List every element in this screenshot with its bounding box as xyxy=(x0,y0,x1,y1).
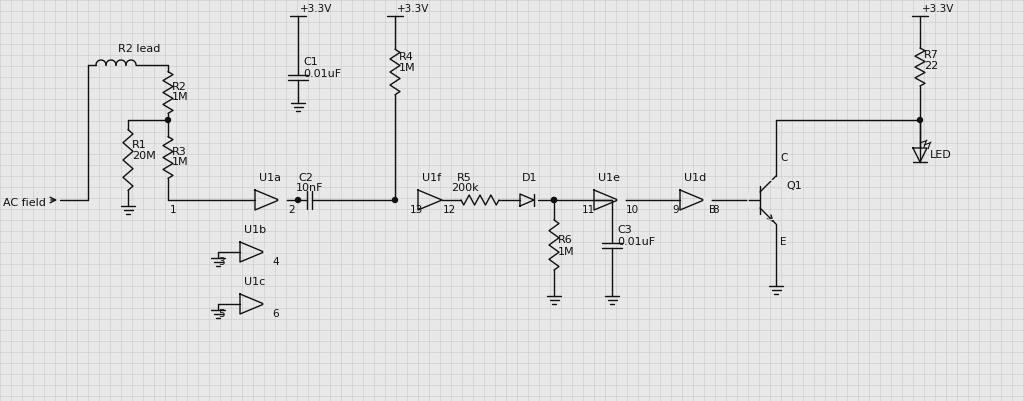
Text: 1M: 1M xyxy=(558,247,574,257)
Text: E: E xyxy=(780,237,786,247)
Text: 2: 2 xyxy=(288,205,295,215)
Circle shape xyxy=(552,198,556,203)
Text: 20M: 20M xyxy=(132,151,156,161)
Text: R6: R6 xyxy=(558,235,572,245)
Text: LED: LED xyxy=(930,150,951,160)
Text: R4: R4 xyxy=(399,52,414,62)
Text: D1: D1 xyxy=(522,173,538,183)
Text: 1M: 1M xyxy=(172,92,188,102)
Text: +3.3V: +3.3V xyxy=(300,4,333,14)
Text: R1: R1 xyxy=(132,140,146,150)
Text: R2 lead: R2 lead xyxy=(118,44,161,54)
Circle shape xyxy=(392,198,397,203)
Text: 12: 12 xyxy=(443,205,457,215)
Text: R3: R3 xyxy=(172,147,186,157)
Text: 3: 3 xyxy=(218,257,224,267)
Text: C: C xyxy=(780,153,787,163)
Text: 5: 5 xyxy=(218,309,224,319)
Text: 4: 4 xyxy=(272,257,279,267)
Text: 6: 6 xyxy=(272,309,279,319)
Text: U1e: U1e xyxy=(598,173,620,183)
Text: R2: R2 xyxy=(172,82,186,92)
Text: 10nF: 10nF xyxy=(296,183,324,193)
Text: 200k: 200k xyxy=(451,183,478,193)
Text: C3: C3 xyxy=(617,225,632,235)
Text: +3.3V: +3.3V xyxy=(922,4,954,14)
Text: 0.01uF: 0.01uF xyxy=(303,69,341,79)
Text: B: B xyxy=(709,205,716,215)
Text: 11: 11 xyxy=(582,205,595,215)
Text: 1M: 1M xyxy=(399,63,416,73)
Text: 9: 9 xyxy=(672,205,679,215)
Text: 22: 22 xyxy=(924,61,938,71)
Text: Q1: Q1 xyxy=(786,181,802,191)
Circle shape xyxy=(296,198,300,203)
Text: +3.3V: +3.3V xyxy=(397,4,429,14)
Circle shape xyxy=(264,249,271,255)
Circle shape xyxy=(552,198,556,203)
Circle shape xyxy=(918,117,923,122)
Text: 1: 1 xyxy=(170,205,176,215)
Circle shape xyxy=(705,196,711,203)
Text: 10: 10 xyxy=(626,205,639,215)
Text: R5: R5 xyxy=(457,173,472,183)
Circle shape xyxy=(166,117,171,122)
Text: U1d: U1d xyxy=(684,173,707,183)
Text: U1f: U1f xyxy=(422,173,441,183)
Text: 1M: 1M xyxy=(172,157,188,167)
Text: 13: 13 xyxy=(410,205,423,215)
Text: R7: R7 xyxy=(924,50,939,60)
Text: AC field: AC field xyxy=(3,198,46,208)
Circle shape xyxy=(279,196,286,203)
Text: C1: C1 xyxy=(303,57,317,67)
Text: C2: C2 xyxy=(298,173,313,183)
Text: U1a: U1a xyxy=(259,173,281,183)
Text: U1c: U1c xyxy=(244,277,265,287)
Circle shape xyxy=(264,300,271,308)
Text: 8: 8 xyxy=(712,205,719,215)
Text: U1b: U1b xyxy=(244,225,266,235)
Text: 0.01uF: 0.01uF xyxy=(617,237,655,247)
Circle shape xyxy=(618,196,625,203)
